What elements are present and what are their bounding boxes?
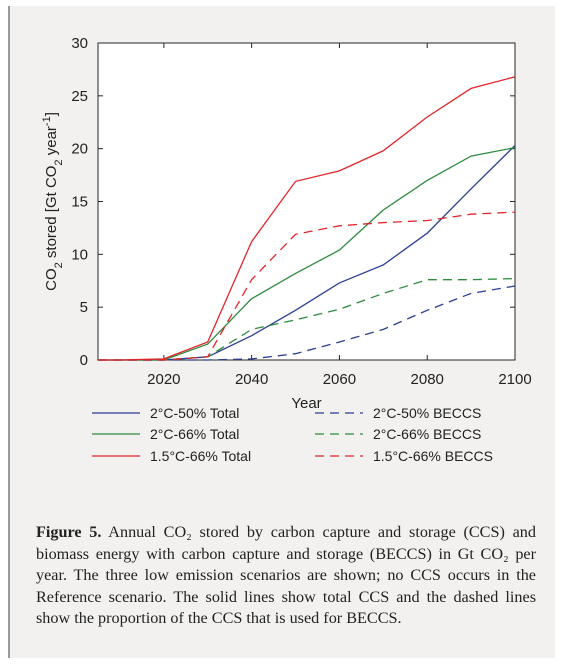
plot-area: [97, 42, 516, 361]
y-tick-label: 30: [71, 35, 88, 52]
caption-text: Annual CO₂ stored by carbon capture and …: [36, 523, 536, 627]
y-tick-label: 10: [71, 246, 88, 263]
legend-label: 2°C-66% Total: [150, 426, 239, 442]
series-line-1-5-c-66-beccs: [98, 211, 516, 361]
y-tick-label: 0: [80, 352, 88, 369]
legend-label: 1.5°C-66% Total: [150, 448, 251, 464]
y-tick-label: 20: [71, 141, 88, 158]
legend-label: 1.5°C-66% BECCS: [373, 448, 493, 464]
x-tick-label: 2060: [323, 371, 356, 388]
figure-panel: 0 5 10 15 20 25 30 2020 2040 2060 2080 2100 Year CO2 …: [8, 6, 555, 658]
x-tick-label: 2080: [411, 371, 444, 388]
x-tick-label: 2020: [147, 371, 180, 388]
y-tick-label: 5: [80, 299, 88, 316]
legend-label: 2°C-50% Total: [150, 405, 239, 421]
x-tick-label: 2100: [498, 371, 531, 388]
x-tick-label: 2040: [235, 371, 268, 388]
legend-label: 2°C-66% BECCS: [373, 426, 481, 442]
legend-label: 2°C-50% BECCS: [373, 405, 481, 421]
y-tick-label: 25: [71, 88, 88, 105]
figure-caption: Figure 5. Annual CO₂ stored by carbon ca…: [36, 522, 536, 630]
caption-label: Figure 5.: [36, 523, 102, 541]
y-axis-title: CO2 stored [Gt CO2 year-1]: [41, 112, 65, 291]
series-line-1-5-c-66-total: [98, 76, 516, 361]
x-axis-title: Year: [291, 395, 321, 412]
co2-stored-chart: 0 5 10 15 20 25 30 2020 2040 2060 2080 2100 Year CO2 …: [41, 35, 532, 464]
y-tick-label: 15: [71, 194, 88, 211]
